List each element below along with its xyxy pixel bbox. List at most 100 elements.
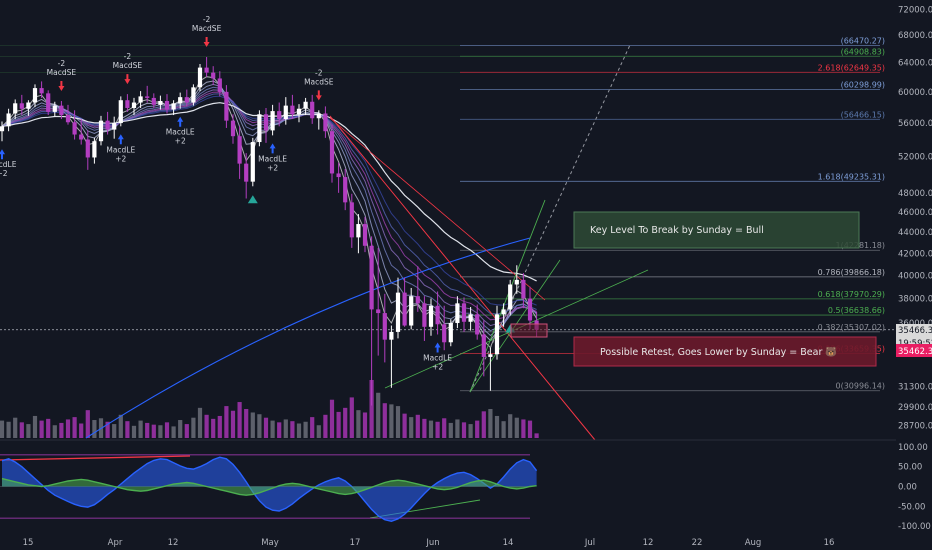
volume-bar — [6, 421, 11, 438]
candle-body — [131, 102, 137, 108]
volume-bar — [19, 422, 24, 438]
ema-line — [1, 86, 537, 332]
candle-body — [158, 100, 163, 105]
volume-bar — [85, 410, 90, 438]
bear-annotation-box[interactable]: Possible Retest, Goes Lower by Sunday = … — [573, 336, 877, 367]
candle-body — [475, 314, 480, 335]
candle-body — [230, 120, 236, 137]
volume-bar — [79, 423, 84, 438]
short-entry-size: -2 — [124, 52, 132, 61]
volume-bar — [0, 420, 5, 438]
volume-bar — [455, 419, 460, 438]
trend-line — [0, 455, 191, 461]
fib-level-label: 0.5(36638.66) — [828, 306, 885, 315]
short-entry-label: MacdSE — [304, 77, 334, 86]
fib-level-label: 0(30996.14) — [835, 382, 885, 391]
price-axis-tick: 44000.00 — [898, 228, 932, 238]
candle-body — [46, 93, 51, 112]
last-close-tag: 35462.33 — [896, 344, 932, 357]
price-axis-tick: 28700.00 — [898, 422, 932, 432]
volume-bar — [428, 420, 434, 438]
volume-bar — [32, 415, 38, 438]
volume-bar — [46, 418, 51, 438]
candle-body — [72, 122, 77, 135]
bear-annotation-text: Possible Retest, Goes Lower by Sunday = … — [600, 346, 837, 358]
candle-body — [32, 88, 38, 103]
candle-body — [448, 323, 453, 343]
candle-body — [138, 96, 143, 103]
time-axis-tick: May — [261, 538, 279, 548]
slow-ma-line — [1, 102, 537, 282]
oscillator-pane[interactable] — [0, 439, 896, 523]
oscillator-axis[interactable]: 100.00 50.00 0.00 -50.00 -100.00 — [898, 443, 931, 532]
candle-body — [316, 113, 321, 119]
candle-body — [263, 114, 269, 131]
volume-bar — [178, 420, 183, 438]
volume-bar — [415, 414, 420, 438]
long-entry-arrow — [0, 149, 5, 160]
volume-bar — [217, 415, 222, 438]
candle-body — [191, 87, 196, 103]
bull-annotation-box[interactable]: Key Level To Break by Sunday = Bull — [573, 211, 860, 249]
candle-body — [277, 111, 282, 120]
candle-body — [409, 296, 414, 326]
volume-bar — [184, 424, 189, 438]
candle-body — [250, 142, 255, 182]
candle-body — [395, 292, 401, 332]
candle-body — [224, 91, 229, 121]
long-entry-label: MacdLE — [0, 160, 17, 169]
retest-zone-box — [510, 323, 548, 338]
time-axis[interactable]: 15 Apr 12 May 17 Jun 14 Jul 12 22 Aug 16 — [0, 532, 932, 550]
candle-body — [105, 120, 110, 130]
candle-body — [296, 108, 302, 115]
price-axis-tick: 52000.00 — [898, 153, 932, 163]
candle-body — [244, 163, 249, 182]
price-axis-tick: 38000.00 — [898, 295, 932, 305]
candle-body — [59, 105, 64, 116]
candle-body — [494, 314, 500, 355]
candle-body — [468, 314, 473, 322]
price-axis-tick: 40000.00 — [898, 271, 932, 281]
volume-bar — [481, 411, 486, 438]
candle-body — [415, 296, 420, 304]
current-price-value: 35466.32 — [898, 326, 932, 336]
short-entry-arrow — [124, 74, 131, 85]
volume-bar — [263, 417, 269, 438]
time-axis-tick: Jul — [584, 538, 595, 548]
volume-bar — [158, 425, 163, 438]
candle-body — [376, 309, 381, 314]
volume-bar — [402, 413, 407, 438]
candle-body — [362, 224, 368, 246]
volume-bar — [164, 422, 170, 438]
price-pane[interactable]: 2.618(73825.40)(66470.27)(64908.83)2.618… — [0, 0, 896, 519]
short-entry-label: MacdSE — [47, 68, 77, 77]
price-axis-tick: 46000.00 — [898, 208, 932, 218]
candle-body — [336, 173, 341, 178]
candle-body — [329, 131, 335, 174]
volume-bar — [230, 410, 236, 438]
buy-triangle-marker — [247, 195, 258, 204]
volume-bar — [171, 426, 176, 438]
candle-body — [527, 298, 533, 321]
candle-body — [356, 224, 361, 238]
ema-line — [1, 80, 537, 342]
long-entry-label: MacdLE — [423, 353, 452, 362]
volume-bar — [151, 424, 156, 438]
ema-line — [1, 93, 537, 315]
short-entry-size: -2 — [58, 59, 66, 68]
long-entry-label: MacdLE — [258, 154, 287, 163]
fib-level-label: (64908.83) — [841, 47, 885, 56]
candle-body — [39, 88, 44, 94]
fib-level-label: 0.382(35307.02) — [818, 323, 885, 332]
price-axis-tick: 60000.00 — [898, 88, 932, 98]
candle-body — [171, 103, 176, 110]
oscillator-series — [0, 454, 538, 523]
long-entry-size: +2 — [267, 163, 278, 172]
candle-body — [488, 354, 493, 357]
volume-bar — [343, 407, 348, 438]
volume-bar — [488, 409, 493, 438]
short-entry-size: -2 — [315, 68, 323, 77]
volume-bar — [197, 407, 203, 438]
